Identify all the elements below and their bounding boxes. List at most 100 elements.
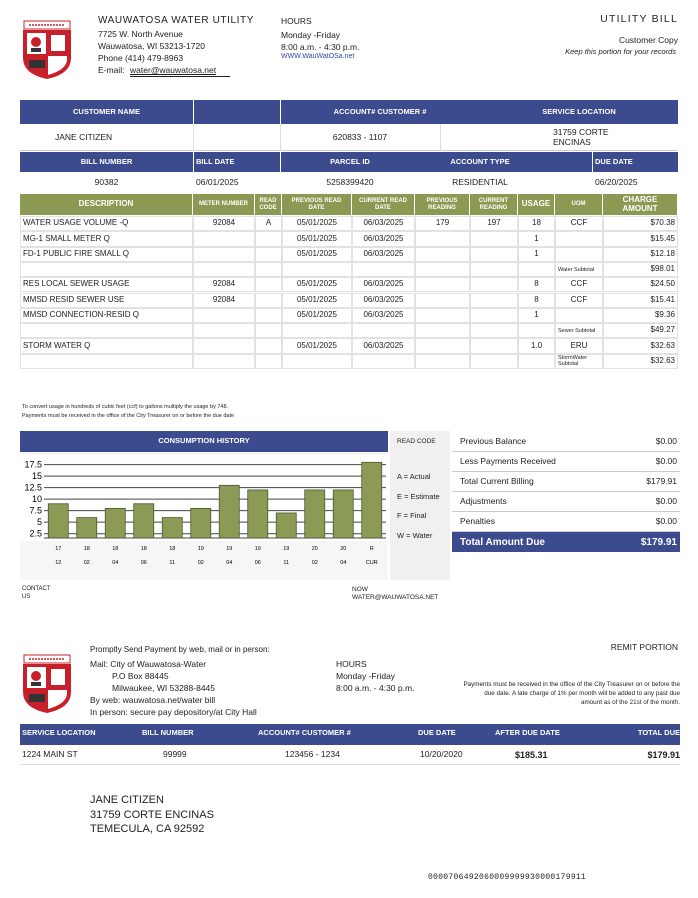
table-cell bbox=[255, 261, 282, 278]
cell-divider bbox=[440, 124, 441, 151]
table-cell bbox=[193, 338, 255, 354]
charge-cell: MMSD RESID SEWER USE bbox=[23, 294, 125, 304]
charge-cell: $15.45 bbox=[650, 233, 675, 243]
account-header: PARCEL ID bbox=[330, 156, 370, 166]
x-tick-year: 19 bbox=[255, 546, 261, 552]
table-cell bbox=[352, 292, 415, 308]
bar bbox=[133, 503, 155, 539]
x-tick-label: 02 bbox=[198, 560, 204, 566]
table-cell bbox=[193, 307, 255, 324]
charge-cell: 179 bbox=[435, 218, 450, 228]
charge-cell: MMSD CONNECTION-RESID Q bbox=[23, 310, 139, 320]
hours-days: Monday -Friday bbox=[336, 671, 396, 681]
note-line: To convert usage in hundreds of cubic fe… bbox=[22, 404, 229, 410]
table-cell bbox=[603, 292, 678, 308]
remit-header: ACCOUNT# CUSTOMER # bbox=[258, 728, 351, 737]
table-cell bbox=[20, 261, 193, 278]
table-cell bbox=[282, 353, 352, 369]
table-cell bbox=[255, 216, 282, 232]
remit-value: 10/20/2020 bbox=[420, 749, 463, 759]
contact-label: US bbox=[22, 594, 31, 600]
bar bbox=[275, 512, 297, 539]
charges-column-header: CHARGE AMOUNT bbox=[603, 194, 678, 215]
table-cell bbox=[282, 277, 352, 293]
account-value: 06/01/2025 bbox=[196, 176, 239, 187]
charge-cell: $98.01 bbox=[650, 264, 675, 274]
remit-header: DUE DATE bbox=[418, 728, 456, 737]
x-tick-label: 04 bbox=[340, 560, 346, 566]
read-code-item: A = Actual bbox=[397, 472, 431, 481]
charge-cell: 8 bbox=[534, 279, 539, 289]
table-cell bbox=[20, 216, 193, 232]
x-tick-label: 11 bbox=[169, 560, 175, 566]
account-header: ACCOUNT TYPE bbox=[450, 156, 510, 166]
summary-value: $0.00 bbox=[655, 436, 677, 447]
table-cell bbox=[518, 307, 555, 324]
charge-cell: 1.0 bbox=[530, 340, 543, 350]
total-value: $179.91 bbox=[640, 536, 677, 548]
bar bbox=[190, 507, 212, 539]
table-cell bbox=[352, 246, 415, 262]
copy-label: Customer Copy bbox=[618, 35, 678, 45]
remit-value: $179.91 bbox=[647, 750, 680, 760]
table-cell bbox=[415, 216, 470, 232]
table-cell bbox=[518, 231, 555, 247]
table-cell bbox=[352, 216, 415, 232]
hours-label: HOURS bbox=[281, 16, 312, 26]
charge-cell: 92084 bbox=[212, 218, 236, 228]
table-cell bbox=[282, 246, 352, 262]
table-cell bbox=[555, 277, 603, 293]
charge-cell: 06/03/2025 bbox=[363, 310, 404, 320]
remit-value: 99999 bbox=[163, 749, 187, 759]
table-cell bbox=[282, 231, 352, 247]
table-cell bbox=[352, 338, 415, 354]
table-cell bbox=[603, 277, 678, 293]
charges-column-header: PREVIOUS READING bbox=[415, 194, 470, 215]
charge-cell: 05/01/2025 bbox=[296, 310, 338, 320]
charge-cell: 18 bbox=[532, 218, 541, 228]
city-logo bbox=[23, 654, 71, 713]
table-cell bbox=[282, 323, 352, 339]
table-cell bbox=[470, 261, 518, 278]
table-cell bbox=[415, 246, 470, 262]
table-cell bbox=[603, 323, 678, 339]
table-cell bbox=[470, 231, 518, 247]
table-cell bbox=[415, 261, 470, 278]
charge-cell: 06/03/2025 bbox=[363, 218, 404, 228]
table-cell bbox=[555, 216, 603, 232]
y-tick-label: 2.5 bbox=[29, 529, 42, 539]
table-cell bbox=[470, 277, 518, 293]
remit-header: AFTER DUE DATE bbox=[495, 728, 560, 737]
summary-label: Penalties bbox=[460, 516, 495, 527]
charges-column-header: UOM bbox=[555, 194, 603, 215]
y-tick-label: 17.5 bbox=[24, 460, 42, 470]
table-cell bbox=[555, 353, 603, 369]
table-cell bbox=[470, 323, 518, 339]
table-cell bbox=[352, 231, 415, 247]
band-divider bbox=[592, 152, 593, 172]
hours-time: 8:00 a.m. - 4:30 p.m. bbox=[336, 683, 415, 693]
hours-time: 8:00 a.m. - 4:30 p.m. bbox=[281, 42, 360, 52]
table-cell bbox=[415, 353, 470, 369]
bar bbox=[218, 484, 240, 539]
table-cell bbox=[415, 292, 470, 308]
charge-cell: 06/03/2025 bbox=[363, 294, 404, 304]
read-code-title: READ CODE bbox=[397, 438, 436, 445]
table-cell bbox=[193, 261, 255, 278]
table-cell bbox=[20, 277, 193, 293]
website-link[interactable]: WWW.WauWatOSa.net bbox=[281, 53, 355, 60]
table-cell bbox=[352, 307, 415, 324]
charge-cell: 1 bbox=[534, 310, 539, 320]
table-cell bbox=[470, 338, 518, 354]
mailing-line: 31759 CORTE ENCINAS bbox=[90, 808, 214, 821]
account-value: 5258399420 bbox=[326, 176, 374, 187]
read-code-item: F = Final bbox=[397, 511, 427, 520]
email-link[interactable]: water@wauwatosa.net bbox=[130, 65, 231, 77]
table-cell bbox=[255, 277, 282, 293]
x-tick-year: R bbox=[370, 546, 374, 552]
table-cell bbox=[603, 231, 678, 247]
charge-cell: 05/01/2025 bbox=[296, 248, 338, 258]
table-cell bbox=[518, 353, 555, 369]
summary-label: Previous Balance bbox=[460, 436, 527, 447]
